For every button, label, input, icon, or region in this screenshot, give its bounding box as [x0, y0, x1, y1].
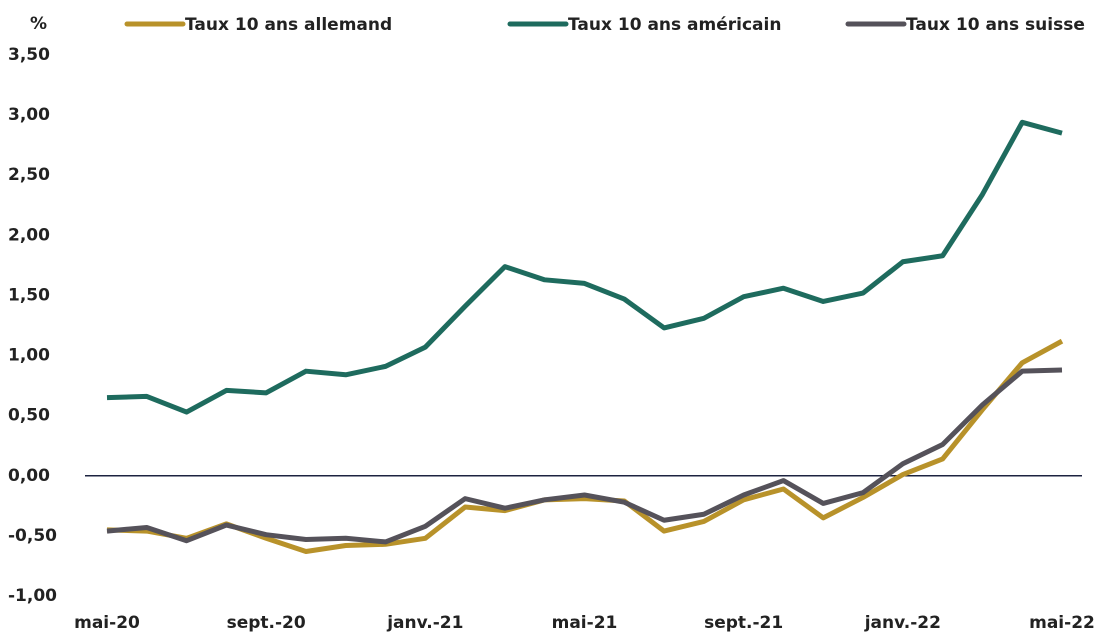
x-tick-label: mai-20 [74, 613, 140, 633]
line-series [106, 119, 1063, 415]
y-tick-label: 1,00 [8, 346, 50, 366]
y-tick-label: 0,50 [8, 406, 50, 426]
legend-label: Taux 10 ans suisse [906, 15, 1085, 35]
x-tick-label: janv.-21 [386, 613, 463, 633]
x-tick-label: janv.-22 [864, 613, 941, 633]
legend-label: Taux 10 ans américain [568, 15, 781, 35]
y-tick-label: 2,50 [8, 165, 50, 185]
y-tick-label: 1,50 [8, 285, 50, 305]
line-series [106, 338, 1064, 555]
y-tick-label: 0,00 [8, 466, 50, 486]
legend-label: Taux 10 ans allemand [185, 15, 392, 35]
y-axis-label: % [30, 14, 47, 34]
x-tick-label: mai-21 [552, 613, 618, 633]
x-tick-label: sept.-20 [227, 613, 306, 633]
line-series [106, 367, 1063, 545]
y-tick-label: -0,50 [8, 526, 57, 546]
y-tick-label: 3,00 [8, 105, 50, 125]
x-tick-label: mai-22 [1029, 613, 1095, 633]
y-tick-label: -1,00 [8, 586, 57, 606]
y-tick-label: 2,00 [8, 225, 50, 245]
y-tick-label: 3,50 [8, 45, 50, 65]
x-tick-label: sept.-21 [704, 613, 783, 633]
